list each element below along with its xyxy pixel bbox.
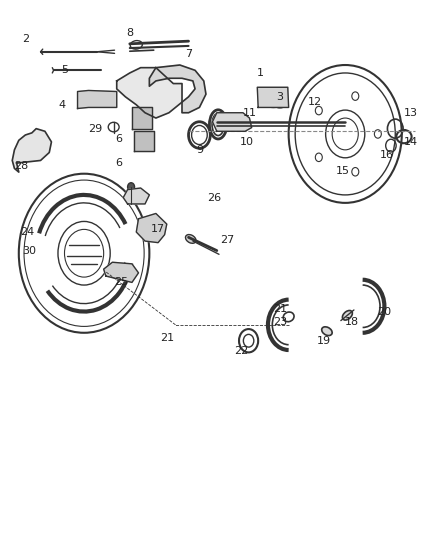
Circle shape bbox=[127, 183, 134, 191]
Polygon shape bbox=[132, 108, 152, 128]
Text: 27: 27 bbox=[221, 235, 235, 245]
Text: 11: 11 bbox=[243, 108, 257, 118]
Text: 28: 28 bbox=[14, 161, 28, 171]
Text: 13: 13 bbox=[403, 108, 417, 118]
Text: 26: 26 bbox=[208, 192, 222, 203]
Ellipse shape bbox=[343, 311, 353, 320]
Text: 8: 8 bbox=[126, 28, 133, 38]
Polygon shape bbox=[12, 128, 51, 172]
Polygon shape bbox=[117, 68, 182, 118]
Text: 17: 17 bbox=[151, 224, 165, 235]
Text: 10: 10 bbox=[240, 137, 254, 147]
Polygon shape bbox=[212, 113, 252, 131]
Text: 22: 22 bbox=[233, 346, 248, 357]
Text: 23: 23 bbox=[273, 317, 287, 327]
Polygon shape bbox=[149, 65, 206, 113]
Polygon shape bbox=[134, 131, 154, 151]
Text: 18: 18 bbox=[345, 317, 359, 327]
Text: 16: 16 bbox=[380, 150, 394, 160]
Polygon shape bbox=[136, 214, 167, 243]
Text: 6: 6 bbox=[115, 134, 122, 144]
Text: 5: 5 bbox=[61, 66, 68, 75]
Polygon shape bbox=[104, 262, 138, 282]
Text: 24: 24 bbox=[21, 227, 35, 237]
Text: 6: 6 bbox=[115, 158, 122, 168]
Polygon shape bbox=[123, 188, 149, 204]
Text: 7: 7 bbox=[185, 50, 192, 59]
Text: 29: 29 bbox=[88, 124, 102, 134]
Text: 14: 14 bbox=[403, 137, 417, 147]
Text: 1: 1 bbox=[257, 68, 264, 78]
Ellipse shape bbox=[185, 235, 196, 243]
Text: 25: 25 bbox=[114, 277, 128, 287]
Text: 9: 9 bbox=[196, 145, 203, 155]
Text: 21: 21 bbox=[273, 304, 287, 314]
Text: 4: 4 bbox=[59, 100, 66, 110]
Ellipse shape bbox=[321, 327, 332, 336]
Text: 19: 19 bbox=[316, 336, 331, 346]
Text: 21: 21 bbox=[160, 333, 174, 343]
Text: 12: 12 bbox=[307, 97, 322, 107]
Text: 20: 20 bbox=[377, 306, 392, 317]
Text: 3: 3 bbox=[276, 92, 283, 102]
Polygon shape bbox=[78, 91, 117, 109]
Text: 30: 30 bbox=[23, 246, 37, 256]
Text: 15: 15 bbox=[336, 166, 350, 176]
Polygon shape bbox=[257, 87, 289, 108]
Text: 2: 2 bbox=[22, 34, 29, 44]
